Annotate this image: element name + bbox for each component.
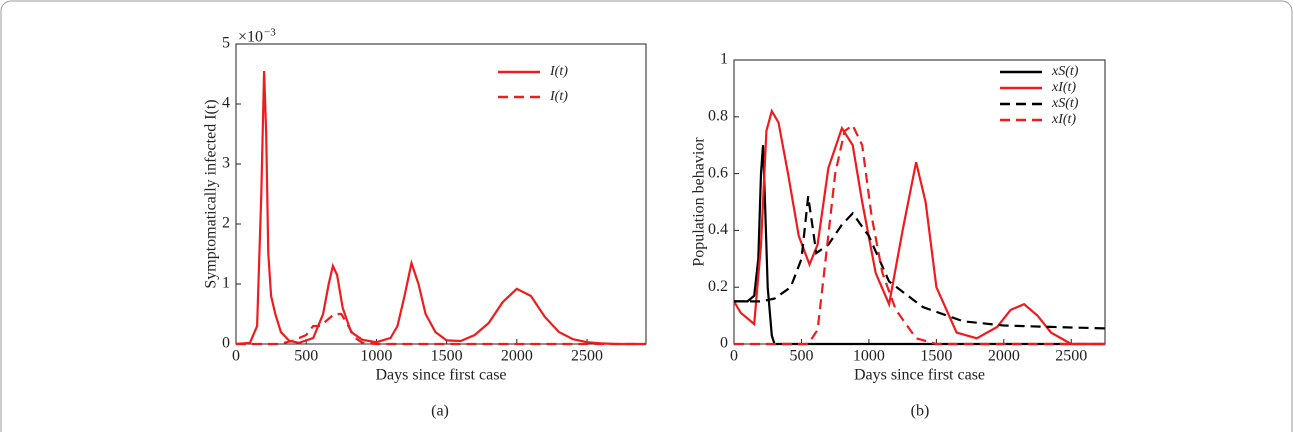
data-line [235, 70, 646, 346]
y-axis-label: Population behavior [691, 137, 708, 267]
x-tick-label: 2000 [501, 348, 533, 365]
legend-label: I(t) [549, 89, 568, 104]
panel-title: (b) [911, 403, 930, 420]
x-axis-label: Days since first case [375, 367, 506, 384]
y-tick-label: 0 [222, 335, 230, 352]
x-tick-label: 500 [294, 348, 318, 365]
legend-label: xS(t) [1051, 64, 1079, 79]
y-tick-label: 1 [222, 275, 230, 292]
x-tick-label: 2500 [571, 348, 603, 365]
panel-title: (a) [431, 403, 449, 420]
axis-multiplier: ×10 [238, 29, 263, 46]
x-axis-label: Days since first case [854, 367, 985, 384]
legend-label: xI(t) [1051, 112, 1076, 127]
legend-label: xI(t) [1051, 80, 1076, 95]
y-tick-label: 3 [222, 155, 230, 172]
data-line [734, 123, 1105, 346]
axis-multiplier-exponent: −3 [264, 27, 276, 39]
y-tick-label: 4 [222, 95, 230, 112]
x-tick-label: 2000 [988, 348, 1020, 365]
data-line [734, 196, 1106, 330]
x-tick-label: 1500 [920, 348, 952, 365]
y-tick-label: 0.2 [708, 278, 728, 295]
y-tick-label: 5 [222, 35, 230, 52]
x-tick-label: 0 [730, 348, 738, 365]
data-line [734, 145, 1105, 346]
plot-frame [733, 59, 1106, 345]
legend-label: xS(t) [1051, 96, 1079, 111]
y-axis-label: Symptomatically infected I(t) [203, 99, 220, 288]
y-tick-label: 0.8 [708, 107, 728, 124]
y-tick-label: 1 [720, 51, 728, 68]
y-tick-label: 0 [720, 335, 728, 352]
plot-frame [235, 43, 647, 345]
x-tick-label: 1000 [360, 348, 392, 365]
data-line [733, 108, 1105, 346]
x-tick-label: 500 [789, 348, 813, 365]
y-tick-label: 2 [222, 215, 230, 232]
x-tick-label: 1000 [853, 348, 885, 365]
x-tick-label: 1500 [431, 348, 463, 365]
legend-label: I(t) [549, 64, 568, 79]
data-line [236, 312, 646, 346]
x-tick-label: 2500 [1055, 348, 1087, 365]
y-tick-label: 0.6 [708, 164, 728, 181]
x-tick-label: 0 [232, 348, 240, 365]
y-tick-label: 0.4 [708, 221, 728, 238]
